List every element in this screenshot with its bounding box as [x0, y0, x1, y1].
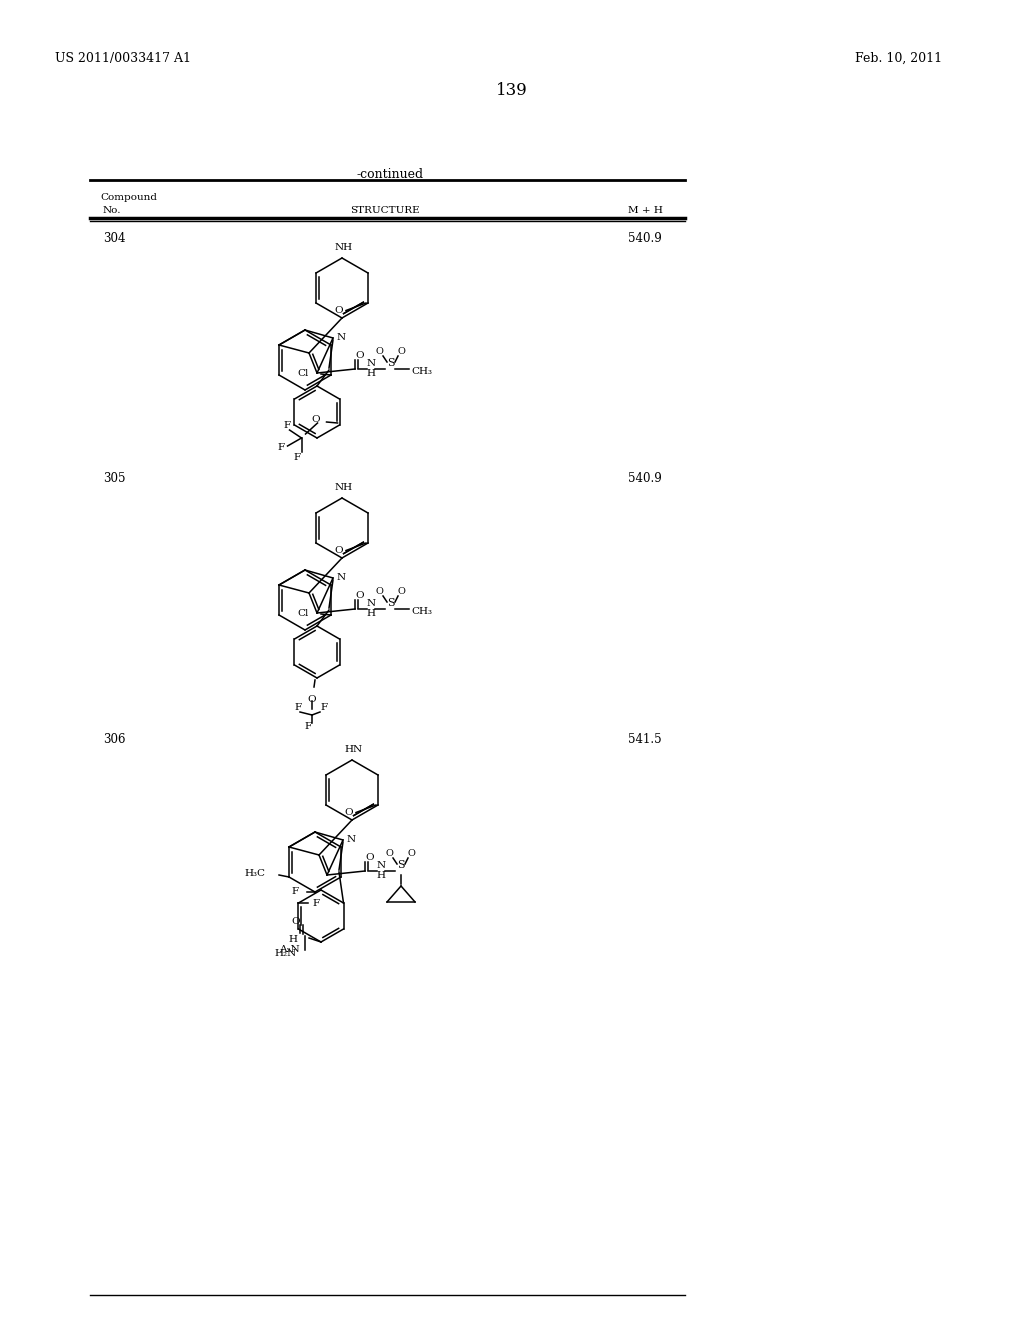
Text: -continued: -continued — [356, 168, 424, 181]
Text: Cl: Cl — [298, 368, 309, 378]
Text: O: O — [397, 347, 404, 356]
Text: F: F — [292, 887, 299, 896]
Text: O: O — [311, 416, 319, 425]
Text: Cl: Cl — [298, 609, 309, 618]
Text: F: F — [294, 453, 301, 462]
Text: M + H: M + H — [628, 206, 663, 215]
Text: 540.9: 540.9 — [628, 232, 662, 246]
Text: HN: HN — [345, 744, 364, 754]
Text: O: O — [307, 696, 316, 704]
Text: NH: NH — [335, 483, 353, 492]
Text: N: N — [337, 573, 346, 582]
Text: O: O — [355, 591, 365, 601]
Text: O: O — [366, 853, 375, 862]
Text: S: S — [387, 598, 395, 609]
Text: O: O — [397, 587, 404, 597]
Text: 540.9: 540.9 — [628, 473, 662, 484]
Text: 304: 304 — [103, 232, 126, 246]
Text: O: O — [292, 917, 300, 927]
Text: F: F — [294, 704, 301, 711]
Text: H₃C: H₃C — [244, 869, 265, 878]
Text: 139: 139 — [496, 82, 528, 99]
Text: 541.5: 541.5 — [628, 733, 662, 746]
Text: No.: No. — [103, 206, 122, 215]
Text: N: N — [367, 359, 376, 368]
Text: H: H — [367, 370, 376, 378]
Text: Compound: Compound — [100, 193, 157, 202]
Text: CH₃: CH₃ — [411, 607, 432, 616]
Text: N: N — [377, 861, 386, 870]
Text: H: H — [289, 935, 298, 944]
Text: F: F — [304, 722, 311, 731]
Text: NH: NH — [335, 243, 353, 252]
Text: Feb. 10, 2011: Feb. 10, 2011 — [855, 51, 942, 65]
Text: A₂N: A₂N — [279, 945, 299, 954]
Text: N: N — [337, 334, 346, 342]
Text: F: F — [278, 444, 285, 451]
Text: F: F — [319, 704, 327, 711]
Text: H₂N: H₂N — [274, 949, 297, 958]
Text: O: O — [375, 347, 383, 356]
Text: H: H — [377, 871, 385, 880]
Text: STRUCTURE: STRUCTURE — [350, 206, 420, 215]
Text: US 2011/0033417 A1: US 2011/0033417 A1 — [55, 51, 191, 65]
Text: N: N — [347, 836, 356, 845]
Text: 305: 305 — [103, 473, 126, 484]
Text: CH₃: CH₃ — [411, 367, 432, 376]
Text: S: S — [397, 861, 404, 870]
Text: N: N — [367, 599, 376, 609]
Text: O: O — [335, 306, 343, 315]
Text: O: O — [345, 808, 353, 817]
Text: F: F — [312, 899, 319, 908]
Text: F: F — [284, 421, 291, 430]
Text: 306: 306 — [103, 733, 126, 746]
Text: S: S — [387, 358, 395, 368]
Text: O: O — [385, 849, 393, 858]
Text: O: O — [375, 587, 383, 597]
Text: O: O — [408, 849, 415, 858]
Text: O: O — [335, 546, 343, 554]
Text: O: O — [355, 351, 365, 360]
Text: H: H — [367, 609, 376, 618]
